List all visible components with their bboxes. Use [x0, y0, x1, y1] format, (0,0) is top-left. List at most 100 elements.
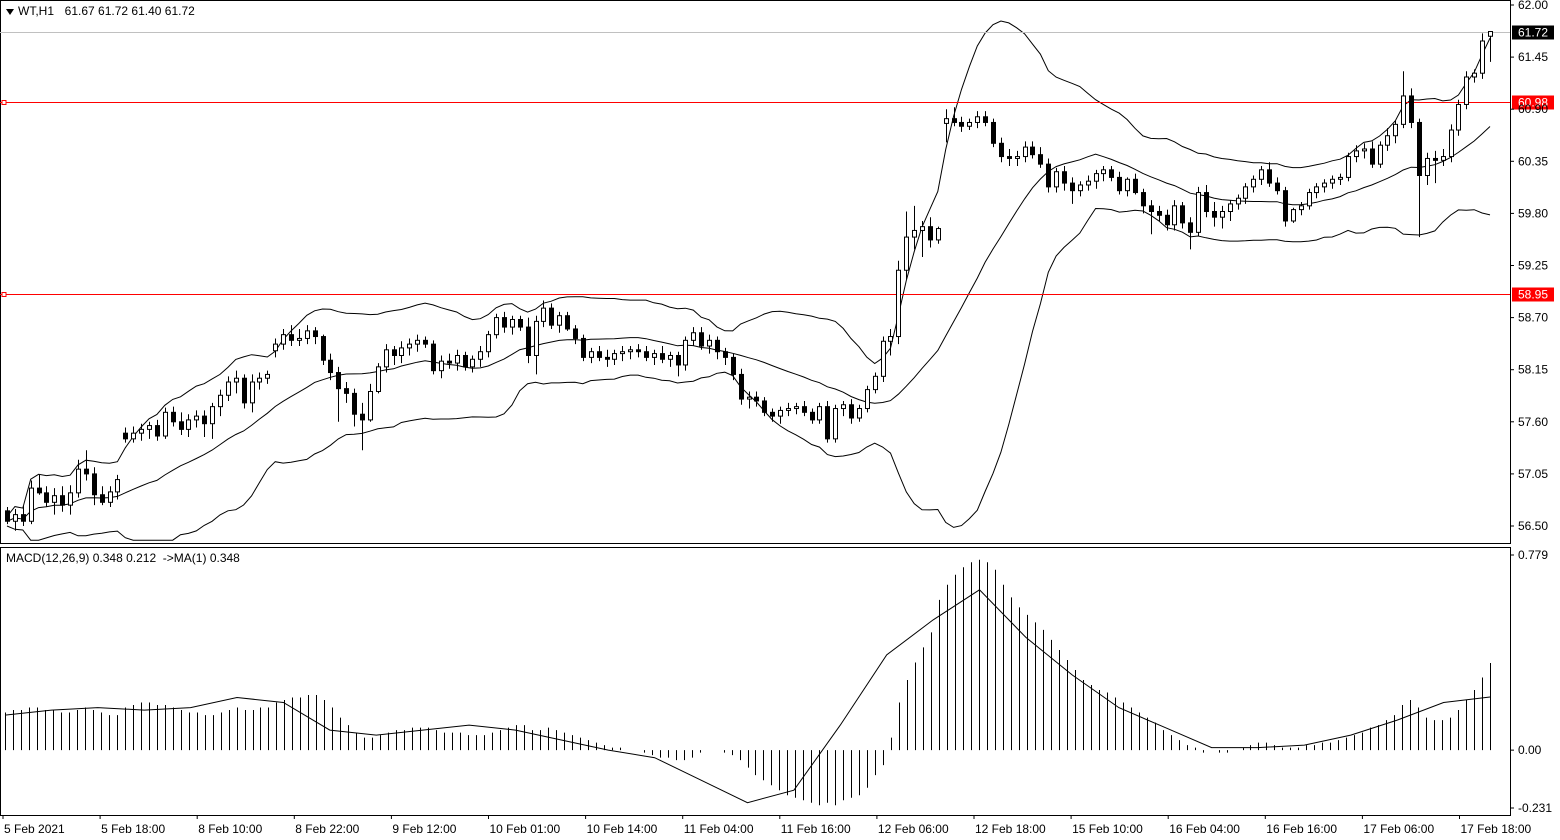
candle-body-bull [139, 428, 144, 434]
macd-main-value: 0.348 [92, 551, 123, 565]
candle [1023, 141, 1028, 163]
candle-body-bull [76, 468, 81, 494]
candle [873, 372, 878, 394]
candle [975, 111, 980, 129]
candle-body-bear [44, 492, 49, 503]
candle [289, 325, 294, 347]
candle [1133, 173, 1138, 195]
candle [455, 349, 460, 371]
candle [1054, 167, 1059, 193]
line-anchor-handle[interactable] [1, 100, 7, 105]
dropdown-triangle-icon[interactable] [6, 8, 14, 15]
candle [1172, 200, 1177, 231]
candle [1338, 173, 1343, 185]
candle-body-bear [313, 330, 318, 338]
candle [1251, 175, 1256, 193]
candle [250, 374, 255, 413]
candle-body-bull [589, 351, 594, 358]
candle [660, 346, 665, 364]
candle-body-bear [928, 226, 933, 241]
line-anchor-handle[interactable] [1, 292, 7, 297]
candle-body-bull [652, 353, 657, 358]
candle [344, 382, 349, 403]
candle-body-bear [392, 349, 397, 356]
candle [1228, 200, 1233, 221]
bollinger-middle-line [6, 126, 1491, 522]
candle [699, 327, 704, 350]
candle [407, 338, 412, 356]
candle [1220, 205, 1225, 229]
candle-body-bull [794, 406, 799, 410]
candle [76, 459, 81, 498]
candle [352, 388, 357, 427]
bollinger-upper-line [6, 20, 1491, 517]
candle-body-bear [549, 307, 554, 326]
current-price-label-bg [1512, 25, 1554, 40]
candle-body-bear [423, 339, 428, 345]
candle-body-bull [376, 366, 381, 392]
candle [1449, 124, 1454, 163]
candle [439, 355, 444, 379]
candle [1425, 152, 1430, 185]
horizontal-lines[interactable]: 60.98 58.95 61.72 [0, 25, 1554, 302]
candle [612, 349, 617, 365]
candle-body-bull [944, 118, 949, 124]
price-pane-border [0, 0, 1511, 544]
candle-body-bull [455, 354, 460, 364]
candle-body-bull [1086, 180, 1091, 186]
candle-body-bull [936, 228, 941, 241]
candle [60, 486, 65, 512]
candle-body-bull [912, 229, 917, 238]
candle [841, 400, 846, 417]
candle [305, 325, 310, 345]
candle-body-bear [360, 413, 365, 421]
candle-body-bear [123, 432, 128, 440]
current-price-label: 61.72 [1518, 26, 1548, 40]
candle [620, 346, 625, 362]
candle [739, 368, 744, 405]
candle [1362, 143, 1367, 159]
candle [1149, 200, 1154, 235]
candle-body-bull [281, 334, 286, 345]
candle [226, 376, 231, 401]
candle-body-bear [810, 411, 815, 421]
candle [447, 353, 452, 369]
candle [1078, 181, 1083, 197]
candle [494, 313, 499, 339]
candle [1346, 152, 1351, 182]
candle [991, 118, 996, 148]
candle [360, 402, 365, 451]
candle-body-bull [257, 377, 262, 383]
candle-body-bull [1346, 156, 1351, 178]
candle-body-bear [802, 406, 807, 413]
time-tick-label: 12 Feb 06:00 [878, 822, 949, 836]
candle [526, 317, 531, 364]
macd-tick-label: 0.779 [1518, 548, 1548, 562]
candle-body-bull [439, 360, 444, 372]
candle [108, 486, 113, 508]
candle-body-bull [1023, 146, 1028, 158]
candle [865, 385, 870, 413]
macd-axis: 0.779 0.00 -0.231 [1510, 548, 1552, 815]
candle-body-bull [1393, 123, 1398, 137]
candle-body-bear [21, 514, 26, 522]
candle [944, 109, 949, 143]
candle [44, 486, 49, 508]
candle-body-bull [1330, 178, 1335, 184]
candle-body-bear [715, 339, 720, 353]
candle [321, 334, 326, 365]
candle [1472, 69, 1477, 83]
price-tick-label: 56.50 [1518, 519, 1548, 533]
candle [1109, 166, 1114, 182]
macd-header: MACD(12,26,9) 0.348 0.212 ->MA(1) 0.348 [6, 551, 240, 565]
candle-body-bull [1054, 171, 1059, 188]
candle-body-bull [920, 226, 925, 231]
candle-body-bull [668, 354, 673, 360]
candle [999, 137, 1004, 163]
candle-body-bull [13, 514, 18, 522]
candle [384, 344, 389, 373]
time-tick-label: 5 Feb 2021 [4, 822, 65, 836]
candle [1196, 186, 1201, 237]
candle [234, 370, 239, 394]
price-tick-label: 60.90 [1518, 102, 1548, 116]
